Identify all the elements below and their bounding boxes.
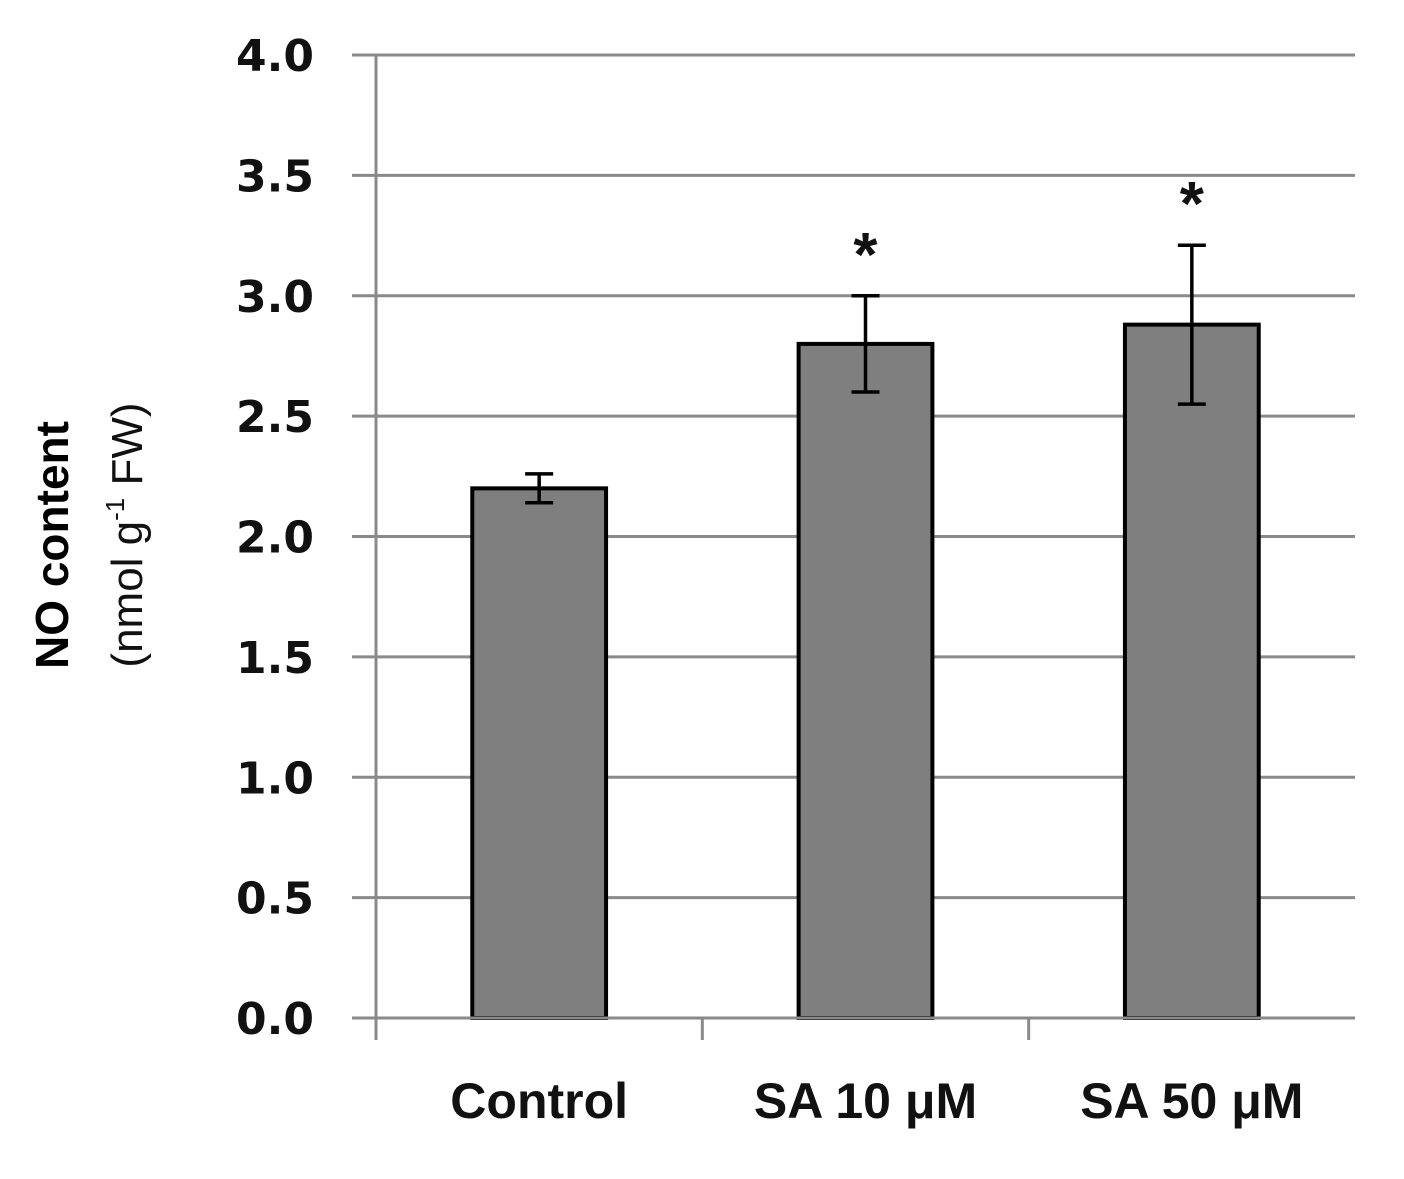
y-tick-label: 2.5 — [236, 392, 314, 443]
y-tick-label: 3.5 — [236, 151, 314, 202]
y-axis-title-main: NO content — [26, 421, 78, 669]
bar — [1122, 322, 1261, 1020]
y-axis-title: NO content — [26, 421, 78, 669]
significance-markers: ** — [853, 170, 1204, 290]
y-axis-units-text: (nmol g — [103, 521, 152, 668]
significance-asterisk: * — [853, 221, 878, 290]
y-tick-label: 0.0 — [236, 994, 314, 1045]
y-tick-label: 2.0 — [236, 513, 314, 564]
axes — [352, 55, 1355, 1040]
y-tick-label: 1.0 — [236, 753, 314, 804]
y-tick-labels: 0.0 0.5 1.0 1.5 2.0 2.5 3.0 3.5 4.0 — [236, 31, 314, 1045]
y-axis-units-label: (nmol g-1 FW) — [100, 402, 152, 667]
y-tick-label: 3.0 — [236, 272, 314, 323]
x-category-label: SA 50 μM — [1080, 1073, 1303, 1129]
y-axis-units-exponent: -1 — [100, 498, 130, 521]
y-tick-label: 4.0 — [236, 31, 314, 82]
bar — [470, 486, 609, 1021]
x-category-labels: Control SA 10 μM SA 50 μM — [450, 1073, 1303, 1129]
error-bars — [525, 243, 1206, 505]
x-category-label: Control — [450, 1073, 628, 1129]
bar — [796, 341, 935, 1020]
bars — [470, 322, 1261, 1021]
significance-asterisk: * — [1180, 170, 1205, 239]
x-category-label: SA 10 μM — [754, 1073, 977, 1129]
y-tick-label: 0.5 — [236, 874, 314, 925]
y-axis-units-end: FW) — [103, 402, 152, 497]
y-axis-units: (nmol g-1 FW) — [100, 402, 152, 667]
y-tick-label: 1.5 — [236, 633, 314, 684]
